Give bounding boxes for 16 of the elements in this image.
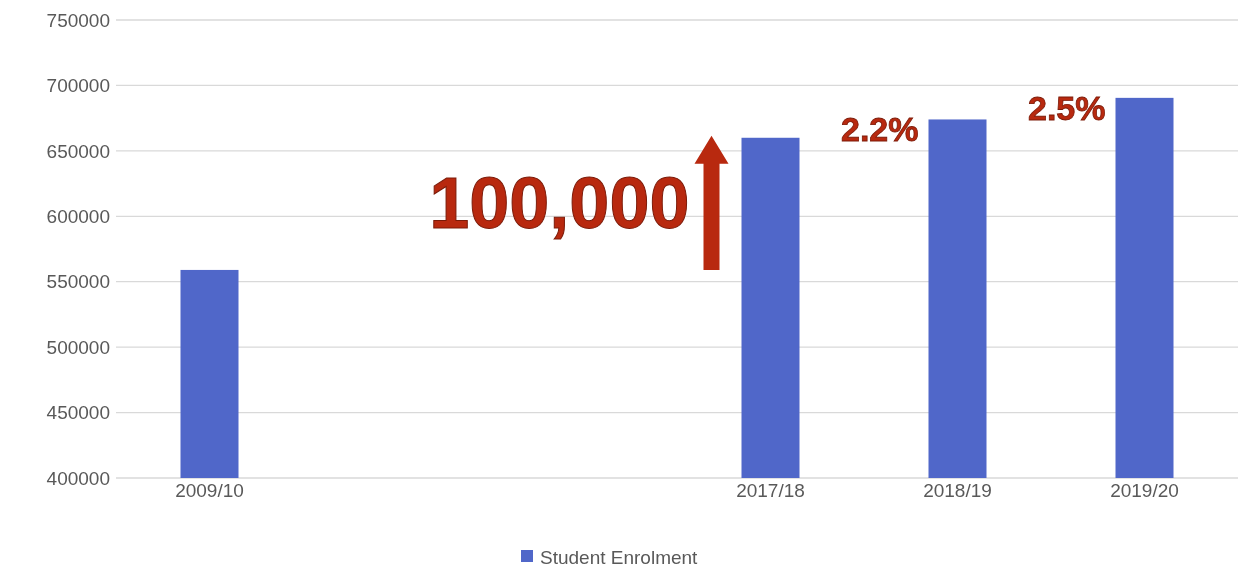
x-tick-label: 2018/19 [923,480,992,501]
y-tick-label: 600000 [46,205,110,227]
y-tick-label: 400000 [46,467,110,489]
y-tick-label: 550000 [46,271,110,293]
x-tick-label: 2019/20 [1110,480,1179,501]
x-tick-label: 2009/10 [175,480,244,501]
legend-label: Student Enrolment [540,546,699,568]
y-tick-label: 500000 [46,336,110,358]
x-tick-label: 2017/18 [736,480,805,501]
annotation: 100,000 [429,163,690,244]
y-tick-label: 750000 [46,9,110,31]
annotation: 2.2% [841,110,919,149]
annotation: 2.5% [1028,88,1106,127]
y-tick-label: 700000 [46,75,110,97]
y-tick-label: 650000 [46,140,110,162]
y-tick-label: 450000 [46,402,110,424]
